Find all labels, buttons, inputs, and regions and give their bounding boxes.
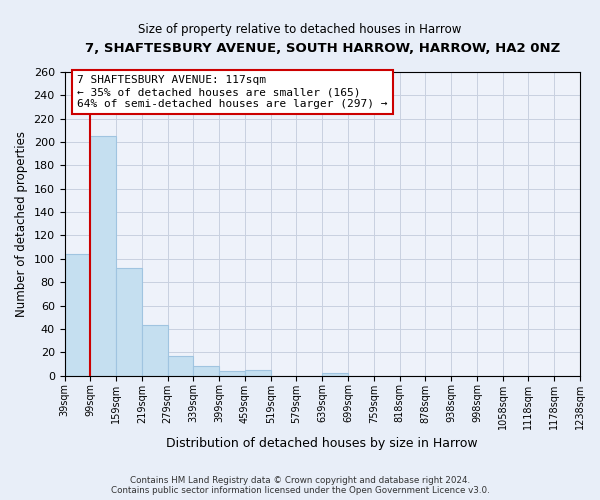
Bar	[193, 366, 219, 376]
Bar	[245, 370, 271, 376]
Bar	[116, 268, 142, 376]
X-axis label: Distribution of detached houses by size in Harrow: Distribution of detached houses by size …	[166, 437, 478, 450]
Bar	[167, 356, 193, 376]
Bar	[322, 374, 348, 376]
Bar	[142, 326, 167, 376]
Y-axis label: Number of detached properties: Number of detached properties	[15, 131, 28, 317]
Title: 7, SHAFTESBURY AVENUE, SOUTH HARROW, HARROW, HA2 0NZ: 7, SHAFTESBURY AVENUE, SOUTH HARROW, HAR…	[85, 42, 560, 56]
Bar	[219, 371, 245, 376]
Text: Contains HM Land Registry data © Crown copyright and database right 2024.
Contai: Contains HM Land Registry data © Crown c…	[110, 476, 490, 495]
Bar	[91, 136, 116, 376]
Text: 7 SHAFTESBURY AVENUE: 117sqm
← 35% of detached houses are smaller (165)
64% of s: 7 SHAFTESBURY AVENUE: 117sqm ← 35% of de…	[77, 76, 388, 108]
Bar	[65, 254, 91, 376]
Text: Size of property relative to detached houses in Harrow: Size of property relative to detached ho…	[139, 22, 461, 36]
